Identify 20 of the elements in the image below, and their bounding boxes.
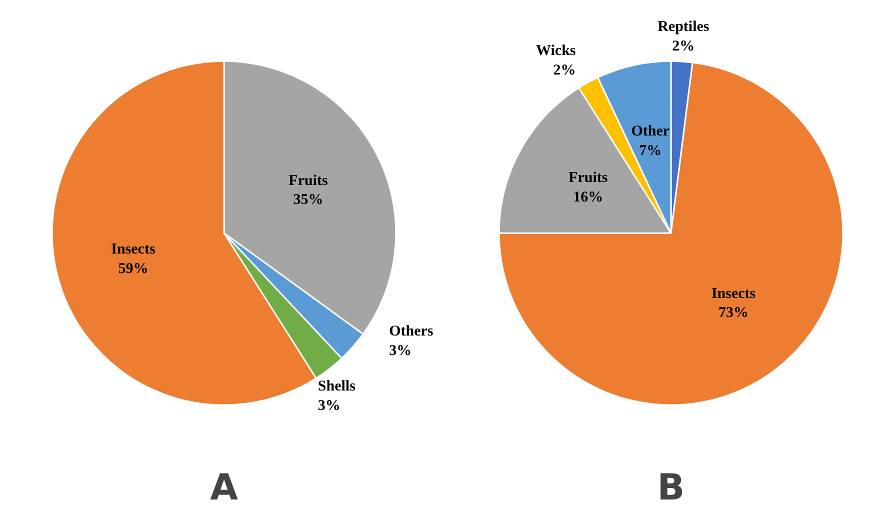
slice-label: Insects — [111, 242, 156, 258]
slice-label: Fruits — [288, 172, 328, 189]
data-label: 73% — [718, 305, 749, 322]
slice-label: Reptiles — [658, 19, 710, 36]
data-label: 7% — [639, 142, 662, 159]
slice-label: Shells — [318, 378, 356, 395]
slice-label: Wicks — [536, 43, 576, 60]
data-label: 2% — [672, 38, 695, 54]
data-label: 3% — [318, 398, 340, 414]
data-label: 16% — [573, 189, 604, 206]
text: A — [210, 468, 238, 508]
data-label: 35% — [293, 192, 324, 208]
data-label: 3% — [389, 342, 412, 359]
data-label: 59% — [118, 260, 148, 277]
slice-label: Others — [389, 324, 434, 340]
text: B — [657, 468, 685, 508]
slice-label: Other — [631, 124, 670, 140]
slice-label: Fruits — [568, 170, 608, 186]
slice-label: Insects — [711, 286, 756, 302]
data-label: 2% — [553, 62, 576, 78]
